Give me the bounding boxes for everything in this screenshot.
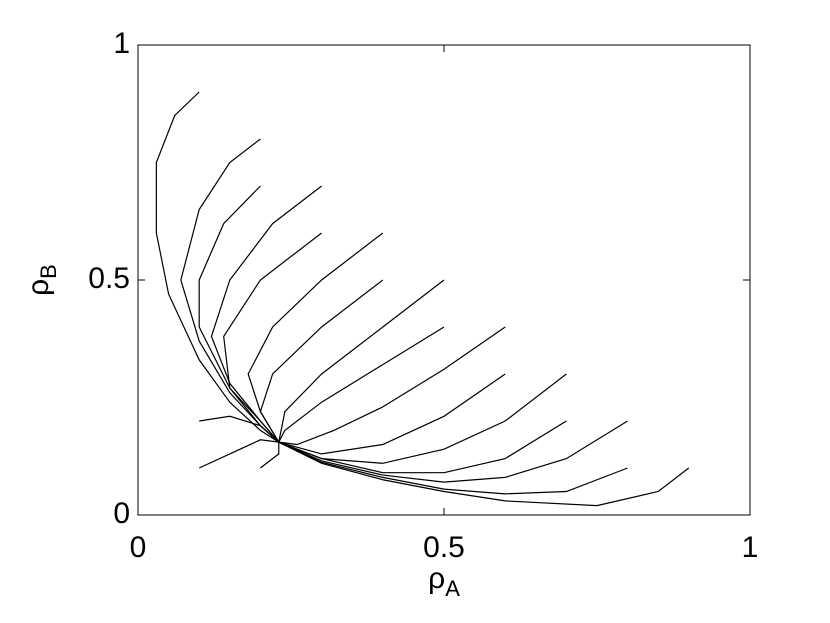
trajectory [199,415,280,443]
trajectory [198,439,279,469]
trajectory [155,91,280,443]
y-tick-label: 1 [113,27,130,60]
trajectory [198,185,280,443]
trajectory [260,442,280,469]
trajectory [210,185,322,443]
trajectory [278,441,690,507]
trajectory [278,326,506,446]
trajectory [278,279,445,443]
trajectory [278,441,628,495]
x-label-subscript: A [445,576,460,601]
trajectory [247,232,384,443]
trajectory [278,420,567,474]
trajectory [259,279,384,443]
y-tick-label: 0 [113,497,130,530]
y-label-symbol: ρ [22,279,55,296]
x-tick-label: 0.5 [423,531,465,564]
y-tick-label: 0.5 [88,262,130,295]
trajectory [278,373,567,464]
trajectory [180,138,280,443]
x-axis-label: ρA [428,562,460,601]
trajectory [278,373,506,455]
trajectory [223,232,322,443]
trajectory [278,420,628,483]
x-label-symbol: ρ [428,562,445,595]
y-label-subscript: B [36,264,61,279]
y-axis-label: ρB [22,264,61,296]
trajectory [278,326,445,443]
x-tick-label: 0 [130,531,147,564]
x-tick-label: 1 [742,531,759,564]
